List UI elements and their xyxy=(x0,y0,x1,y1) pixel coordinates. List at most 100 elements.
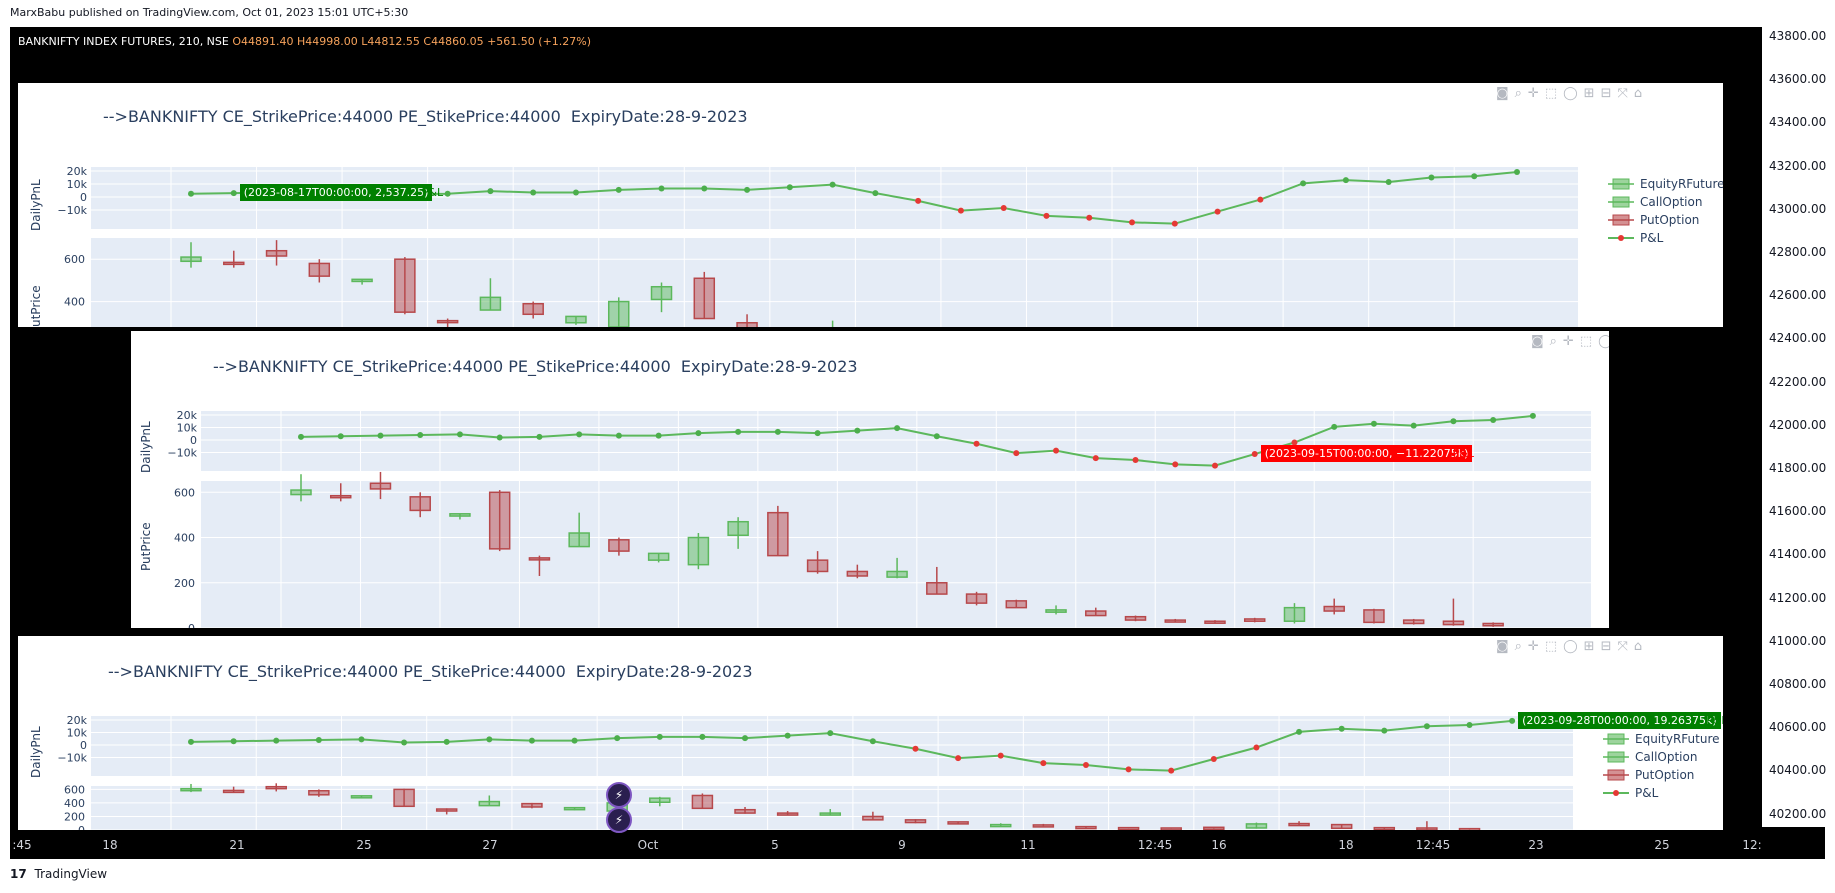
candle[interactable] xyxy=(488,490,511,552)
pnl-point[interactable] xyxy=(915,197,922,204)
pnl-point[interactable] xyxy=(658,185,665,192)
pnl-point[interactable] xyxy=(572,189,579,196)
candle[interactable] xyxy=(351,278,373,285)
candle[interactable] xyxy=(767,505,789,557)
candle[interactable] xyxy=(409,492,431,518)
pan-icon[interactable]: ✛ xyxy=(1527,86,1545,101)
candle[interactable] xyxy=(819,809,842,816)
pnl-point[interactable] xyxy=(1529,412,1536,419)
pnl-point[interactable] xyxy=(912,745,919,752)
plotly-panel[interactable]: ◙⌕✛⬚◯⊞⊟⤧⌂ -->BANKNIFTY CE_StrikePrice:440… xyxy=(131,331,1609,628)
pnl-point[interactable] xyxy=(827,730,834,737)
pnl-point[interactable] xyxy=(742,735,749,742)
candle[interactable] xyxy=(776,811,799,816)
candle[interactable] xyxy=(180,242,202,268)
candle[interactable] xyxy=(1330,823,1353,830)
pnl-point[interactable] xyxy=(1172,461,1179,468)
select-icon[interactable]: ⬚ xyxy=(1544,639,1564,654)
candle[interactable] xyxy=(180,783,202,793)
pnl-point[interactable] xyxy=(1370,420,1377,427)
modebar[interactable]: ◙⌕✛⬚◯⊞⊟⤧⌂ xyxy=(1496,86,1648,101)
candle[interactable] xyxy=(1243,617,1266,623)
pnl-point[interactable] xyxy=(957,207,964,214)
candle[interactable] xyxy=(1075,825,1097,830)
pnl-point[interactable] xyxy=(1385,179,1392,186)
modebar[interactable]: ◙⌕✛⬚◯⊞⊟⤧⌂ xyxy=(1496,639,1648,654)
pnl-point[interactable] xyxy=(695,430,702,437)
pnl-point[interactable] xyxy=(337,433,344,440)
select-icon[interactable]: ⬚ xyxy=(1579,334,1599,349)
candle[interactable] xyxy=(1204,620,1226,624)
pnl-point[interactable] xyxy=(1381,727,1388,734)
legend-item[interactable]: CallOption xyxy=(1608,193,1723,211)
pnl-point[interactable] xyxy=(814,430,821,437)
candle[interactable] xyxy=(734,806,756,814)
modebar[interactable]: ◙⌕✛⬚◯⊞⊟⤧⌂ xyxy=(1531,334,1609,349)
candle[interactable] xyxy=(1458,827,1481,830)
candle[interactable] xyxy=(965,591,988,606)
pnl-point[interactable] xyxy=(1168,767,1175,774)
candle[interactable] xyxy=(1032,823,1055,828)
candle[interactable] xyxy=(904,819,927,824)
pnl-point[interactable] xyxy=(1251,451,1258,458)
pnl-point[interactable] xyxy=(784,732,791,739)
candle[interactable] xyxy=(727,517,749,549)
pnl-point[interactable] xyxy=(1471,173,1478,180)
candle[interactable] xyxy=(1363,608,1385,624)
pnl-point[interactable] xyxy=(188,738,194,745)
candle[interactable] xyxy=(1164,618,1187,623)
pnl-point[interactable] xyxy=(1040,760,1047,767)
pnl-point[interactable] xyxy=(997,752,1004,759)
pan-icon[interactable]: ✛ xyxy=(1562,334,1580,349)
candle[interactable] xyxy=(528,555,551,576)
zoom-icon[interactable]: ⌕ xyxy=(1514,86,1528,101)
pnl-point[interactable] xyxy=(973,440,980,447)
candle[interactable] xyxy=(862,811,884,821)
time-axis[interactable] xyxy=(10,833,1755,859)
candle[interactable] xyxy=(1373,826,1396,830)
pnl-point[interactable] xyxy=(377,432,384,439)
candle[interactable] xyxy=(1442,598,1465,626)
candle[interactable] xyxy=(350,795,373,799)
pnl-point[interactable] xyxy=(1000,205,1007,212)
pnl-point[interactable] xyxy=(854,427,861,434)
pnl-point[interactable] xyxy=(444,190,451,197)
legend-item[interactable]: P&L xyxy=(1603,784,1720,802)
put-plot-area[interactable] xyxy=(91,786,1573,830)
pnl-point[interactable] xyxy=(1086,214,1093,221)
pnl-point[interactable] xyxy=(487,188,494,195)
candle[interactable] xyxy=(846,564,869,579)
pnl-point[interactable] xyxy=(1132,457,1139,463)
candle[interactable] xyxy=(650,282,673,313)
candle[interactable] xyxy=(607,297,630,327)
candle[interactable] xyxy=(436,318,459,327)
pnl-point[interactable] xyxy=(1043,212,1050,219)
pnl-point[interactable] xyxy=(1210,756,1217,763)
autoscale-icon[interactable]: ⤧ xyxy=(1617,86,1634,101)
candle[interactable] xyxy=(687,533,710,570)
candle[interactable] xyxy=(1117,826,1140,830)
pnl-line[interactable] xyxy=(300,414,1534,467)
autoscale-icon[interactable]: ⤧ xyxy=(1617,639,1634,654)
pnl-point[interactable] xyxy=(1513,168,1520,175)
zoom-icon[interactable]: ⌕ xyxy=(1549,334,1563,349)
pnl-point[interactable] xyxy=(298,433,304,440)
pnl-point[interactable] xyxy=(1428,174,1435,181)
candle[interactable] xyxy=(736,314,758,327)
candle[interactable] xyxy=(926,566,948,595)
pnl-point[interactable] xyxy=(536,433,543,440)
zoom-out-icon[interactable]: ⊟ xyxy=(1600,639,1618,654)
candle[interactable] xyxy=(1160,827,1182,830)
pnl-point[interactable] xyxy=(1129,219,1136,226)
pnl-point[interactable] xyxy=(1466,722,1473,728)
pnl-point[interactable] xyxy=(401,739,408,746)
pnl-point[interactable] xyxy=(486,736,493,743)
candle[interactable] xyxy=(823,320,843,327)
legend-item[interactable]: EquityRFuture xyxy=(1603,730,1720,748)
pnl-point[interactable] xyxy=(656,733,663,740)
pnl-point[interactable] xyxy=(456,431,463,438)
pnl-point[interactable] xyxy=(1013,450,1020,457)
